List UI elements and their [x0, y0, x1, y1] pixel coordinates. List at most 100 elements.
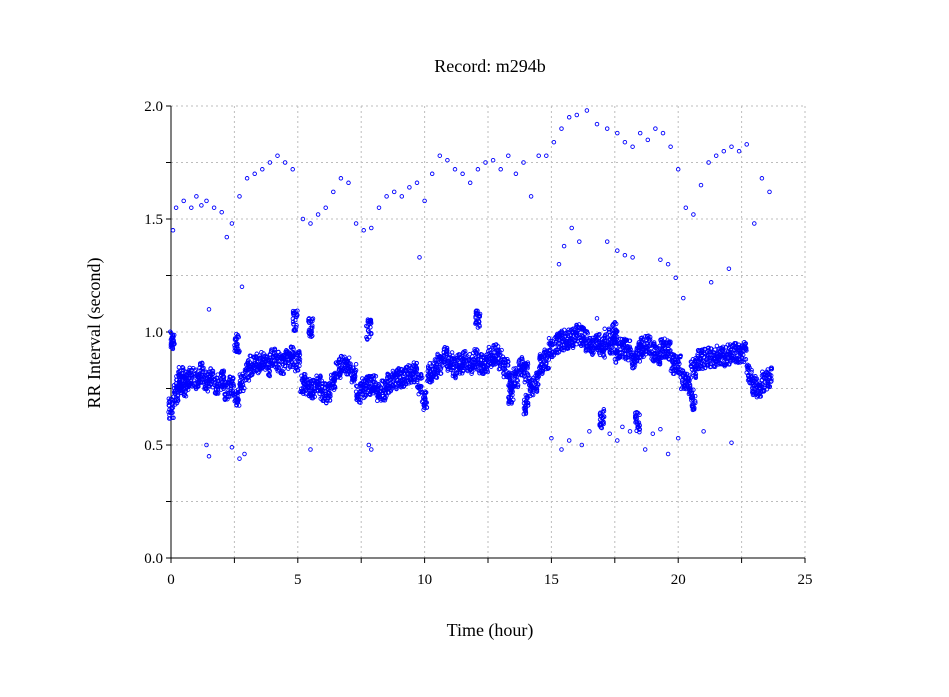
data-point	[729, 144, 734, 149]
data-point	[650, 431, 656, 436]
data-point	[698, 182, 704, 188]
data-point	[752, 221, 757, 226]
data-point	[182, 389, 188, 394]
data-point	[175, 396, 180, 401]
data-point	[475, 167, 481, 172]
data-point	[265, 358, 270, 363]
data-point	[533, 373, 538, 379]
data-point	[719, 348, 725, 353]
data-point	[613, 330, 619, 336]
data-point	[516, 360, 521, 365]
data-point	[482, 357, 487, 363]
data-point	[690, 401, 695, 406]
data-point	[615, 130, 620, 136]
data-point	[443, 349, 449, 355]
data-point	[315, 212, 321, 217]
data-point	[317, 378, 322, 383]
data-point	[384, 194, 389, 199]
data-point	[739, 350, 744, 356]
y-tick-label: 2.0	[144, 99, 163, 115]
data-point	[270, 347, 275, 352]
data-point	[678, 367, 684, 372]
data-point	[266, 372, 271, 377]
data-point	[653, 345, 658, 350]
data-point	[237, 194, 242, 199]
data-point	[186, 384, 192, 389]
data-point	[540, 369, 545, 374]
data-point	[496, 360, 501, 366]
data-point	[360, 387, 366, 393]
data-point	[761, 389, 767, 394]
data-point	[336, 357, 342, 362]
data-point	[308, 221, 313, 226]
data-point	[639, 339, 645, 344]
data-point	[610, 322, 615, 328]
data-point	[465, 366, 471, 371]
data-point	[399, 367, 405, 372]
data-point	[436, 360, 441, 365]
data-point	[180, 365, 186, 371]
data-point	[422, 198, 427, 204]
data-point	[641, 354, 646, 359]
data-point	[542, 347, 547, 353]
data-point	[664, 354, 669, 360]
data-point	[453, 375, 458, 381]
data-point	[390, 368, 396, 374]
grid	[171, 105, 806, 558]
data-point	[225, 396, 230, 402]
data-point	[209, 372, 215, 377]
data-point	[247, 364, 252, 369]
data-point	[653, 126, 658, 131]
data-point	[426, 371, 432, 376]
data-point	[608, 344, 613, 350]
data-point	[604, 239, 610, 244]
data-point	[623, 356, 628, 362]
data-point	[545, 365, 550, 370]
data-point	[614, 356, 620, 362]
data-point	[518, 356, 524, 362]
data-point	[601, 414, 607, 419]
data-point	[424, 405, 430, 410]
data-point	[714, 359, 719, 364]
data-point	[690, 404, 696, 409]
data-point	[208, 371, 214, 376]
data-point	[683, 205, 689, 210]
data-point	[461, 360, 466, 365]
data-point	[182, 369, 188, 374]
data-point	[633, 410, 638, 416]
data-point	[634, 419, 639, 425]
data-point	[735, 357, 741, 362]
data-point	[766, 371, 772, 377]
data-point	[252, 171, 257, 177]
data-point	[194, 194, 199, 199]
data-point	[726, 361, 731, 367]
data-point	[418, 372, 424, 377]
data-point	[493, 353, 498, 359]
data-point	[282, 160, 288, 165]
data-point	[518, 369, 523, 374]
data-point	[279, 355, 284, 360]
data-point	[385, 371, 391, 377]
data-point	[354, 383, 359, 389]
data-point	[242, 451, 247, 457]
data-point	[467, 352, 472, 357]
data-point	[528, 194, 534, 199]
data-point	[356, 396, 362, 402]
data-point	[579, 442, 585, 448]
x-tick-label: 25	[798, 572, 813, 588]
data-point	[445, 157, 450, 163]
data-point	[505, 363, 511, 368]
data-point	[514, 377, 520, 383]
data-point	[546, 336, 552, 341]
data-point	[749, 367, 754, 373]
data-point	[533, 381, 539, 386]
data-point	[173, 205, 179, 210]
x-tick-label: 0	[167, 572, 175, 588]
data-point	[416, 372, 421, 378]
data-point	[329, 378, 335, 383]
data-point	[257, 355, 263, 360]
data-point	[496, 366, 502, 372]
data-point	[593, 333, 599, 338]
data-point	[415, 377, 420, 382]
data-point	[525, 403, 531, 408]
